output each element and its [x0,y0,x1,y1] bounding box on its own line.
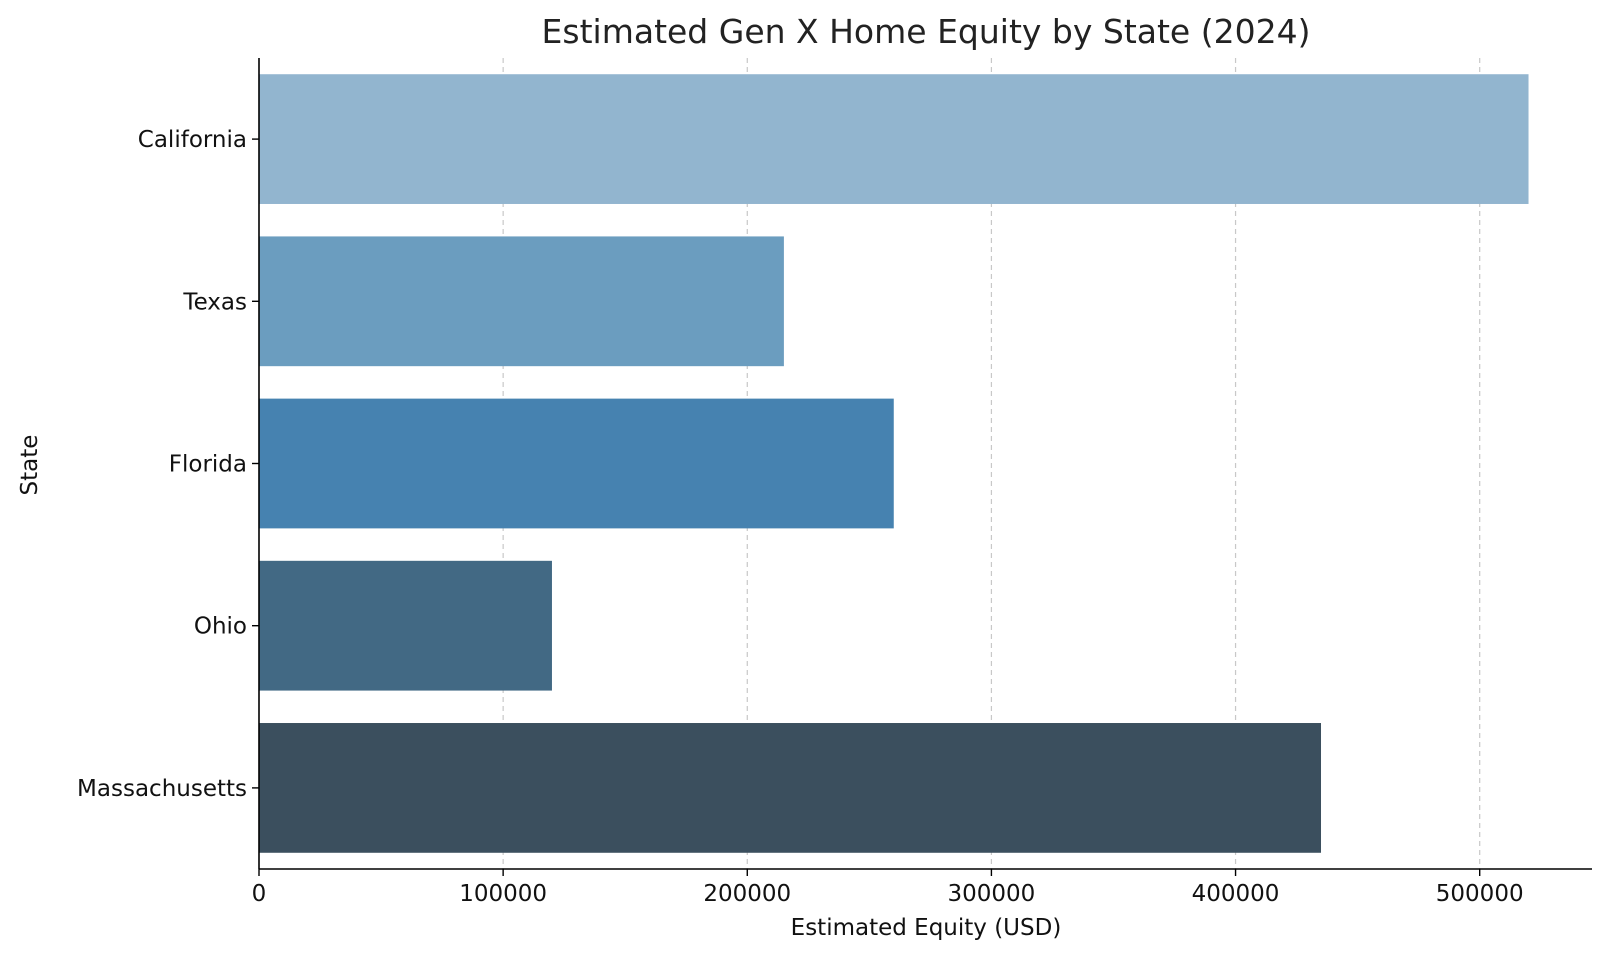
x-tick-label: 400000 [1192,881,1280,907]
x-tick-label: 500000 [1436,881,1524,907]
bar-texas [259,236,784,367]
chart-title: Estimated Gen X Home Equity by State (20… [542,12,1311,51]
bar-florida [259,398,894,529]
y-tick-label: California [138,127,247,153]
y-tick-label: Massachusetts [77,776,247,802]
y-ticks: California Texas Florida Ohio Massachusetts [77,127,259,802]
bars [259,74,1529,853]
y-tick-label: Ohio [194,614,247,640]
bar-ohio [259,560,552,691]
x-tick-label: 0 [252,881,267,907]
y-axis-label: State [17,435,43,496]
y-tick-label: Florida [169,452,247,478]
x-tick-label: 200000 [703,881,791,907]
x-axis-label: Estimated Equity (USD) [791,915,1062,941]
x-ticks: 0 100000 200000 300000 400000 500000 [252,869,1524,907]
x-tick-label: 300000 [948,881,1036,907]
bar-california [259,74,1529,204]
bar-massachusetts [259,723,1322,853]
y-tick-label: Texas [182,289,247,315]
x-tick-label: 100000 [459,881,547,907]
